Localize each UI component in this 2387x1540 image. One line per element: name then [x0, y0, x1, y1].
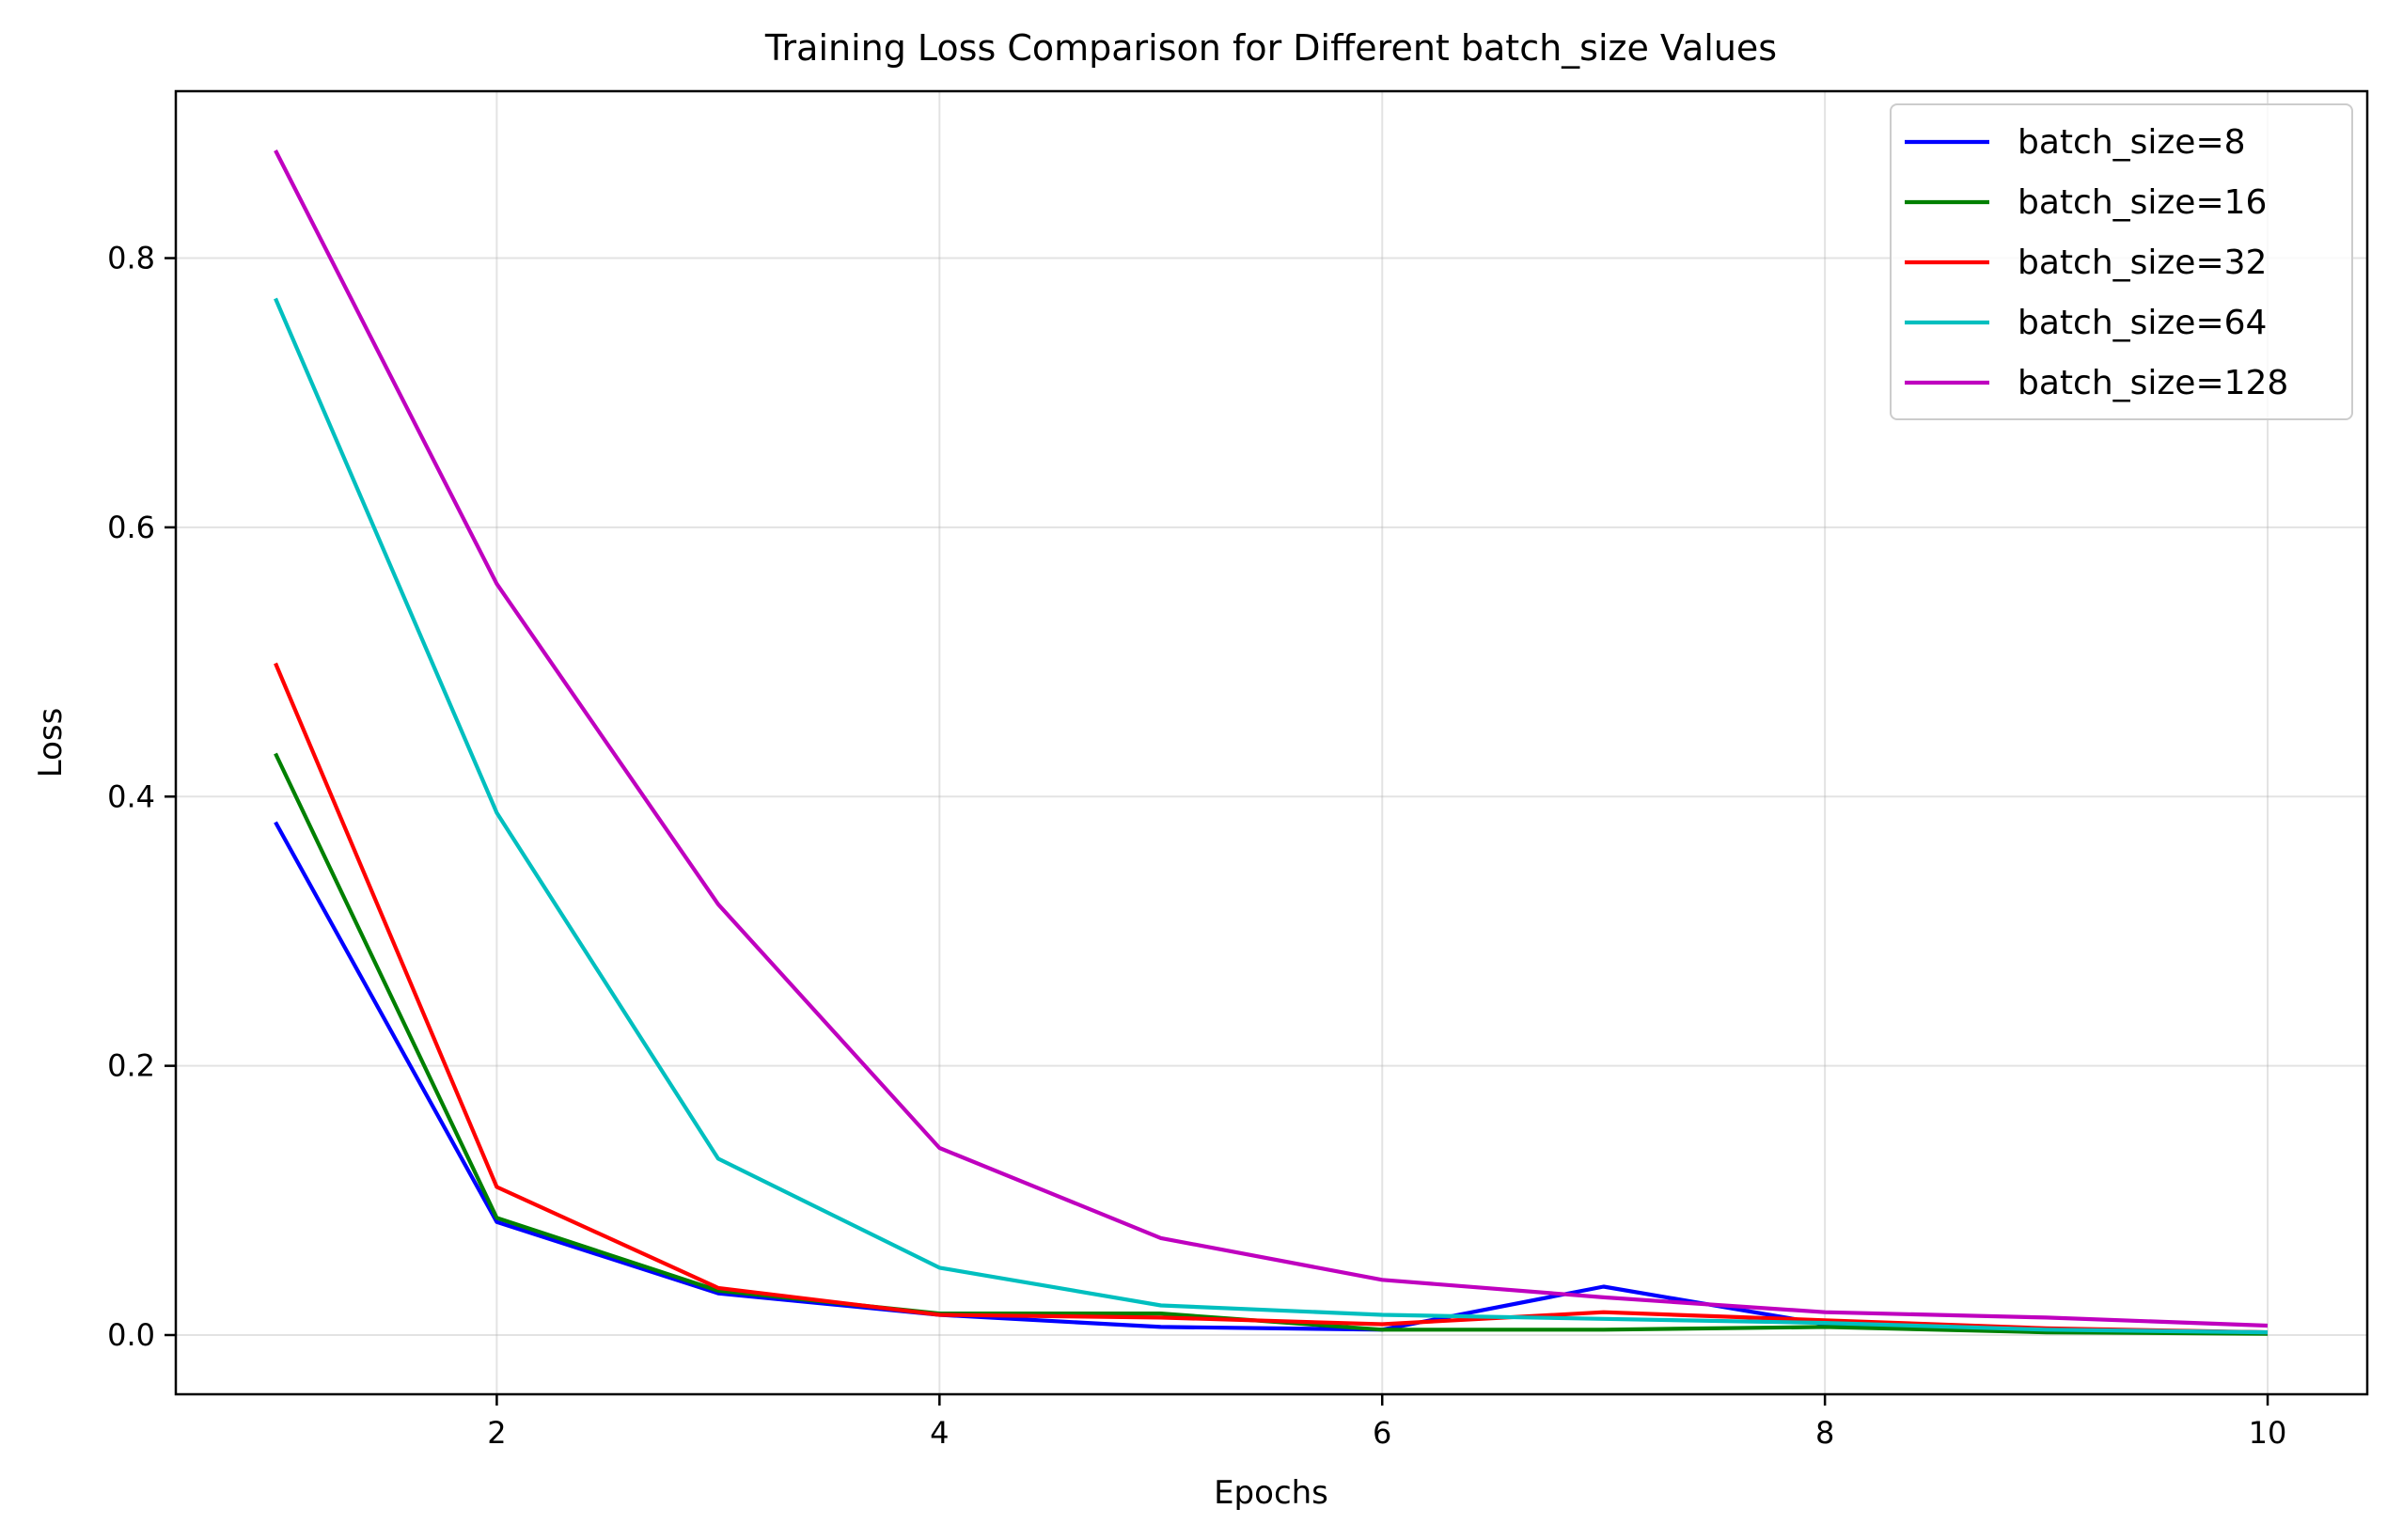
legend-label-0: batch_size=8	[2018, 123, 2246, 162]
y-axis: 0.0 0.2 0.4 0.6 0.8	[107, 241, 176, 1353]
x-axis: 2 4 6 8 10	[487, 1394, 2286, 1451]
y-tick-label: 0.8	[107, 241, 155, 276]
legend-label-4: batch_size=128	[2018, 364, 2288, 402]
series-line-2	[274, 662, 2269, 1335]
series-line-0	[274, 821, 2269, 1335]
legend-label-2: batch_size=32	[2018, 244, 2267, 282]
x-tick-label: 10	[2249, 1415, 2287, 1451]
y-tick-label: 0.6	[107, 510, 155, 545]
x-axis-label: Epochs	[1214, 1474, 1328, 1512]
y-tick-label: 0.0	[107, 1317, 155, 1353]
y-axis-label: Loss	[32, 708, 70, 778]
x-tick-label: 8	[1815, 1415, 1834, 1451]
legend-label-3: batch_size=64	[2018, 304, 2267, 342]
x-tick-label: 2	[487, 1415, 506, 1451]
y-tick-label: 0.2	[107, 1048, 155, 1084]
y-tick-label: 0.4	[107, 778, 155, 814]
series-line-4	[274, 149, 2269, 1328]
plot-frame	[174, 89, 2369, 1396]
series-line-3	[274, 297, 2269, 1335]
x-tick-label: 4	[930, 1415, 949, 1451]
chart-title: Training Loss Comparison for Different b…	[764, 27, 1777, 69]
x-tick-label: 6	[1373, 1415, 1391, 1451]
legend-box	[1890, 103, 2353, 420]
series-layer	[274, 149, 2269, 1336]
legend: batch_size=8 batch_size=16 batch_size=32ba…	[1890, 103, 2353, 420]
legend-label-1: batch_size=16	[2018, 183, 2267, 222]
